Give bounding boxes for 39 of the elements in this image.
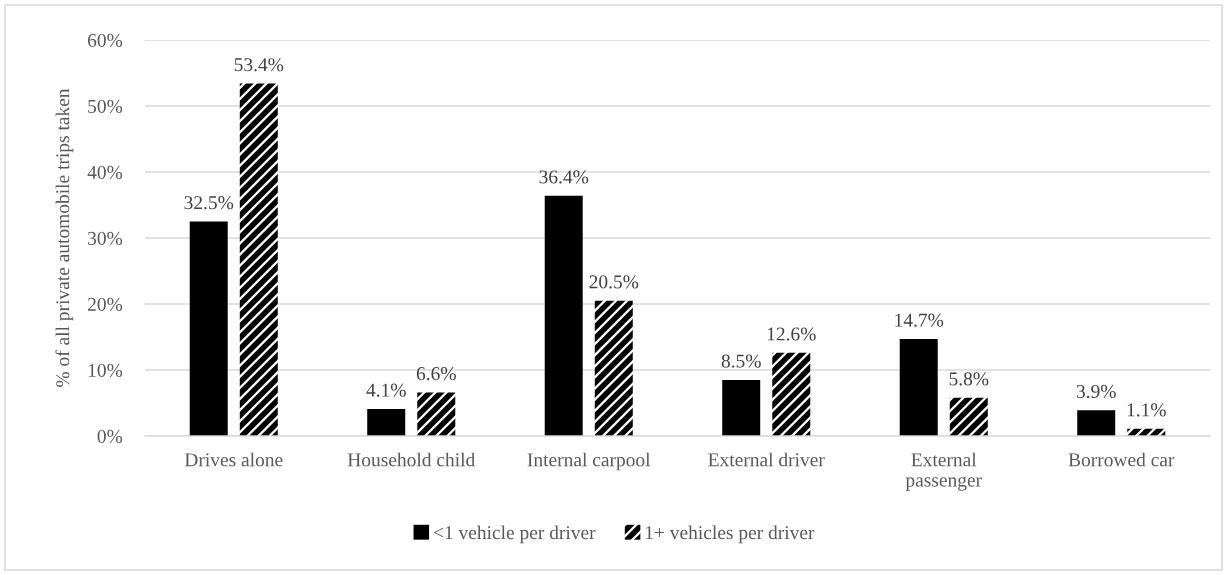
data-label: 4.1% — [366, 383, 406, 397]
bar — [189, 221, 228, 436]
data-label: 6.6% — [416, 367, 456, 381]
data-label: 12.6% — [767, 327, 816, 341]
data-label: 36.4% — [539, 170, 589, 184]
bar — [239, 83, 278, 436]
bar — [899, 338, 938, 436]
bar — [594, 300, 633, 436]
bar — [772, 352, 811, 436]
legend-label: 1+ vehicles per driver — [645, 525, 815, 544]
x-tick-label: Drives alone — [184, 452, 283, 467]
bar — [367, 408, 406, 436]
x-tick-label: Household child — [347, 452, 476, 467]
x-tick-label: Internal carpool — [527, 452, 651, 471]
y-tick-label: 30% — [88, 231, 123, 245]
y-tick-label: 0% — [97, 429, 123, 443]
data-label: 8.5% — [721, 354, 761, 368]
data-label: 20.5% — [589, 275, 639, 289]
y-tick-label: 40% — [87, 165, 123, 179]
y-tick-label: 10% — [88, 363, 123, 377]
data-label: 53.4% — [234, 58, 284, 72]
bar — [544, 195, 583, 436]
y-tick-label: 20% — [87, 297, 123, 311]
x-tick-label: Borrowed car — [1068, 452, 1175, 467]
y-axis-title: % of all private automobile trips taken — [55, 88, 74, 387]
data-label: 14.7% — [895, 313, 944, 327]
bar — [1077, 410, 1116, 436]
data-label: 1.1% — [1127, 403, 1166, 417]
legend-label: <1 vehicle per driver — [433, 525, 596, 544]
data-label: 3.9% — [1076, 384, 1116, 399]
data-label: 5.8% — [949, 372, 989, 386]
x-tick-label: External driver — [708, 452, 825, 467]
y-tick-label: 60% — [87, 33, 123, 47]
data-label: 32.5% — [184, 196, 234, 210]
y-tick-label: 50% — [88, 99, 123, 113]
bar — [949, 397, 988, 436]
x-tick-label: External passenger — [905, 452, 982, 491]
bar — [722, 379, 761, 436]
bar — [417, 392, 456, 436]
